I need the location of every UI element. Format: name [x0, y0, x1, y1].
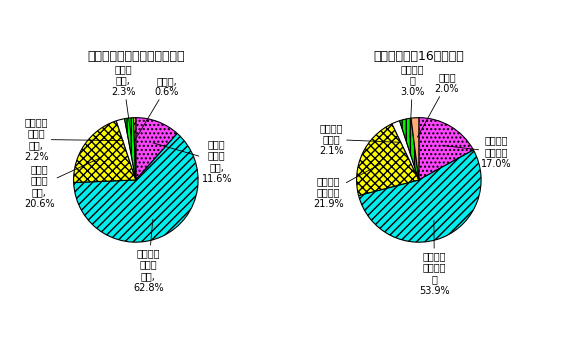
Text: 無回答
2.0%: 無回答 2.0% — [417, 73, 459, 137]
Wedge shape — [359, 150, 481, 242]
Text: かなり
関心が
ある,
11.6%: かなり 関心が ある, 11.6% — [153, 139, 232, 184]
Wedge shape — [74, 121, 136, 183]
Title: （参考）平成16年度調査: （参考）平成16年度調査 — [374, 49, 464, 63]
Title: 【地域のできごとへの関心】: 【地域のできごとへの関心】 — [87, 49, 185, 63]
Wedge shape — [134, 118, 136, 180]
Text: まったく
関心が
ない,
2.2%: まったく 関心が ない, 2.2% — [24, 117, 123, 162]
Wedge shape — [392, 121, 419, 180]
Wedge shape — [136, 118, 177, 180]
Wedge shape — [411, 118, 419, 180]
Wedge shape — [419, 118, 473, 180]
Text: 無回答,
0.6%: 無回答, 0.6% — [137, 76, 179, 137]
Text: わから
ない,
2.3%: わから ない, 2.3% — [111, 64, 136, 137]
Wedge shape — [125, 118, 136, 180]
Wedge shape — [400, 118, 419, 180]
Text: かなり関
心がある
17.0%: かなり関 心がある 17.0% — [442, 135, 512, 169]
Text: わからな
い
3.0%: わからな い 3.0% — [400, 64, 425, 138]
Wedge shape — [116, 119, 136, 180]
Text: あまり
関心が
ない,
20.6%: あまり 関心が ない, 20.6% — [24, 158, 100, 209]
Text: ある程度
関心が
ある,
62.8%: ある程度 関心が ある, 62.8% — [133, 219, 164, 293]
Wedge shape — [74, 134, 198, 242]
Text: ある程度
関心があ
る
53.9%: ある程度 関心があ る 53.9% — [419, 220, 450, 296]
Wedge shape — [357, 124, 419, 195]
Text: 全く関心
がない
2.1%: 全く関心 がない 2.1% — [319, 123, 401, 156]
Text: あまり関
心がない
21.9%: あまり関 心がない 21.9% — [313, 164, 380, 209]
